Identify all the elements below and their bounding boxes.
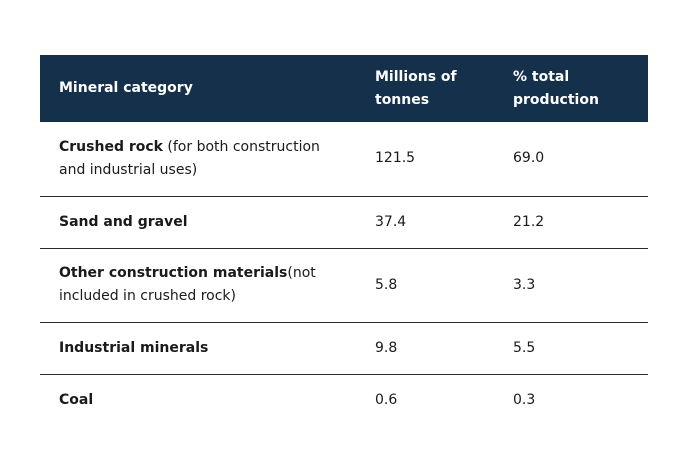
- table-row: Coal 0.6 0.3: [40, 374, 648, 426]
- cell-category: Industrial minerals: [40, 322, 375, 375]
- cell-millions: 9.8: [375, 322, 513, 375]
- header-percent-total-production: % total production: [513, 55, 648, 122]
- cell-percent: 69.0: [513, 122, 648, 197]
- cell-category: Other construction materials(not include…: [40, 248, 375, 323]
- cell-millions: 0.6: [375, 391, 398, 408]
- category-note: (not included in crushed rock): [59, 265, 316, 304]
- table-row: Crushed rock (for both construction and …: [40, 122, 648, 197]
- table-header-row: Mineral category Millions of tonnes % to…: [40, 55, 648, 122]
- cell-category: Crushed rock (for both construction and …: [40, 122, 375, 197]
- table-row: Sand and gravel 37.4 21.2: [40, 196, 648, 249]
- header-millions-label: Millions of tonnes: [375, 68, 457, 108]
- cell-millions: 37.4: [375, 196, 513, 249]
- table-row: Industrial minerals 9.8 5.5: [40, 322, 648, 375]
- category-name: Other construction materials: [59, 265, 288, 281]
- header-percent-label: % total production: [513, 68, 599, 108]
- cell-percent: 3.3: [513, 248, 648, 323]
- cell-millions: 121.5: [375, 122, 513, 197]
- category-note: (for both construction and industrial us…: [59, 138, 320, 178]
- cell-percent: 0.3: [513, 391, 536, 408]
- cell-category: Sand and gravel: [40, 196, 375, 249]
- header-mineral-category: Mineral category: [59, 80, 193, 96]
- mineral-production-table: Mineral category Millions of tonnes % to…: [40, 55, 648, 426]
- cell-category: Coal: [40, 374, 375, 426]
- category-name: Crushed rock: [59, 138, 163, 155]
- cell-millions: 5.8: [375, 248, 513, 323]
- header-millions-of-tonnes: Millions of tonnes: [375, 55, 513, 122]
- cell-percent: 21.2: [513, 196, 648, 249]
- category-name: Coal: [59, 391, 94, 408]
- table-row: Other construction materials(not include…: [40, 248, 648, 323]
- cell-percent: 5.5: [513, 322, 648, 375]
- category-name: Industrial minerals: [59, 339, 209, 356]
- category-name: Sand and gravel: [59, 213, 188, 230]
